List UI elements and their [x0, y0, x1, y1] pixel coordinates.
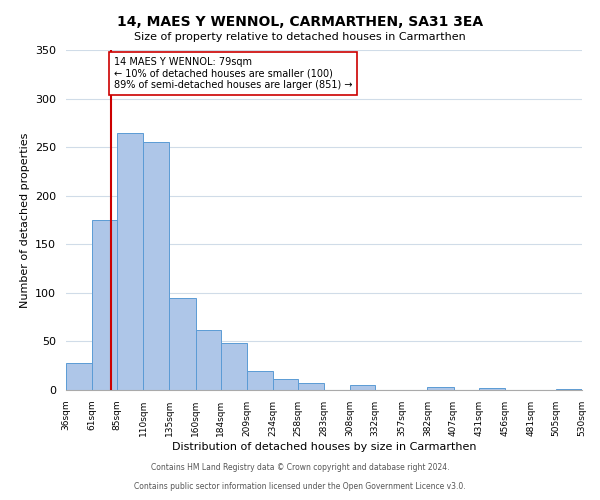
- Bar: [92, 220, 117, 390]
- Text: Size of property relative to detached houses in Carmarthen: Size of property relative to detached ho…: [134, 32, 466, 42]
- Bar: [273, 380, 298, 390]
- Text: Contains HM Land Registry data © Crown copyright and database right 2024.: Contains HM Land Registry data © Crown c…: [151, 464, 449, 472]
- X-axis label: Distribution of detached houses by size in Carmarthen: Distribution of detached houses by size …: [172, 442, 476, 452]
- Bar: [350, 385, 375, 390]
- Bar: [169, 298, 196, 390]
- Text: Contains public sector information licensed under the Open Government Licence v3: Contains public sector information licen…: [134, 482, 466, 491]
- Bar: [196, 330, 221, 390]
- Y-axis label: Number of detached properties: Number of detached properties: [20, 132, 29, 308]
- Bar: [247, 370, 273, 390]
- Text: 14 MAES Y WENNOL: 79sqm
← 10% of detached houses are smaller (100)
89% of semi-d: 14 MAES Y WENNOL: 79sqm ← 10% of detache…: [114, 57, 353, 90]
- Bar: [479, 388, 505, 390]
- Bar: [298, 383, 324, 390]
- Bar: [427, 387, 454, 390]
- Bar: [143, 142, 169, 390]
- Bar: [221, 344, 247, 390]
- Text: 14, MAES Y WENNOL, CARMARTHEN, SA31 3EA: 14, MAES Y WENNOL, CARMARTHEN, SA31 3EA: [117, 15, 483, 29]
- Bar: [66, 363, 92, 390]
- Bar: [556, 389, 582, 390]
- Bar: [117, 132, 143, 390]
